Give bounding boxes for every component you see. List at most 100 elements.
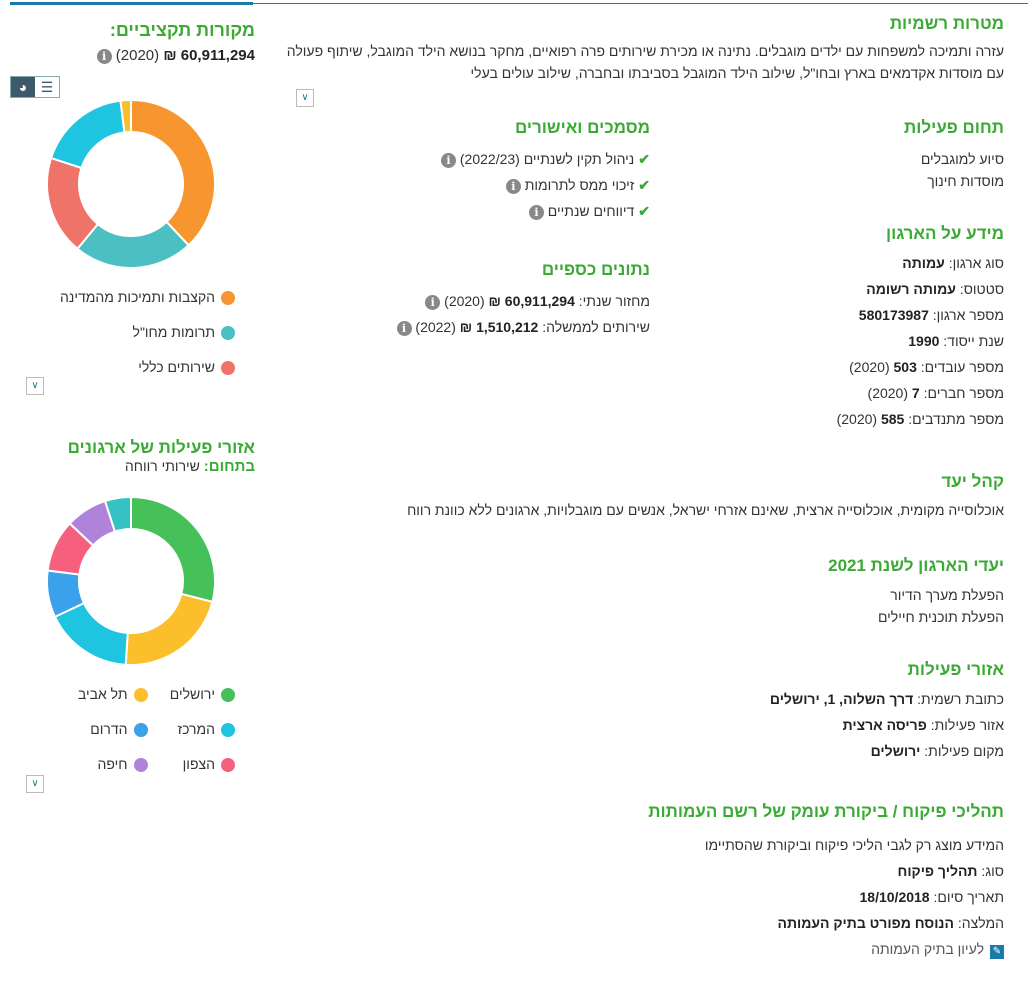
row-label: סוג: bbox=[981, 863, 1004, 879]
field-item: מוסדות חינוך bbox=[927, 173, 1004, 189]
regions-subtitle-value: שירותי רווחה bbox=[124, 458, 200, 474]
row-value: עמותה bbox=[902, 255, 945, 271]
row-label: מספר ארגון: bbox=[932, 307, 1004, 323]
finance-row: מחזור שנתי: 60,911,294 ₪ (2020) i bbox=[350, 288, 650, 314]
row-value: תהליך פיקוח bbox=[897, 863, 978, 879]
budget-amount: 60,911,294 ₪ bbox=[163, 47, 255, 64]
info-row: כתובת רשמית: דרך השלוה, 1, ירושלים bbox=[604, 686, 1004, 712]
legend-item[interactable]: המרכז bbox=[148, 712, 235, 747]
info-icon[interactable]: i bbox=[528, 204, 544, 220]
audience-section: קהל יעד אוכלוסייה מקומית, אוכלוסייה ארצי… bbox=[284, 472, 1004, 518]
goals-title: מטרות רשמיות bbox=[889, 14, 1004, 33]
row-label: המלצה: bbox=[957, 915, 1004, 931]
legend-item[interactable]: הקצבות ותמיכות מהמדינה bbox=[20, 280, 235, 315]
field-item: סיוע למוגבלים bbox=[920, 151, 1004, 167]
expand-chevron-icon[interactable]: ∨ bbox=[26, 775, 44, 793]
expand-chevron-icon[interactable]: ∨ bbox=[26, 377, 44, 395]
legend-item[interactable]: שירותים כללי bbox=[20, 350, 235, 385]
legend-dot-icon bbox=[221, 723, 235, 738]
info-row: מספר ארגון: 580173987 bbox=[704, 302, 1004, 328]
row-label: שנת ייסוד: bbox=[943, 333, 1004, 349]
info-icon[interactable]: i bbox=[440, 152, 456, 168]
legend-label: שירותים כללי bbox=[138, 359, 215, 375]
legend-dot-icon bbox=[133, 688, 148, 703]
doc-item[interactable]: ✔דיווחים שנתיים i bbox=[350, 198, 650, 224]
legend-label: ירושלים bbox=[169, 686, 215, 702]
info-icon[interactable]: i bbox=[505, 178, 521, 194]
row-label: כתובת רשמית: bbox=[917, 691, 1004, 707]
doc-item[interactable]: ✔ניהול תקין לשנתיים (2022/23) i bbox=[350, 146, 650, 172]
donut-slice[interactable] bbox=[49, 99, 126, 170]
info-icon[interactable]: i bbox=[425, 294, 441, 310]
finance-section: נתונים כספיים מחזור שנתי: 60,911,294 ₪ (… bbox=[350, 260, 650, 340]
regions-subtitle-label: בתחום: bbox=[203, 458, 255, 475]
legend-label: המרכז bbox=[177, 721, 215, 737]
goals-text: עזרה ותמיכה למשפחות עם ילדים מוגבלים. נת… bbox=[286, 43, 1004, 81]
row-label: מספר חברים: bbox=[923, 385, 1004, 401]
info-icon[interactable]: i bbox=[96, 48, 112, 64]
row-label: אזור פעילות: bbox=[930, 717, 1004, 733]
info-row: סטטוס: עמותה רשומה bbox=[704, 276, 1004, 302]
budget-legend: הקצבות ותמיכות מהמדינה תרומות מחו"ל שירותי… bbox=[20, 280, 235, 385]
expand-goals-chevron-icon[interactable]: ∨ bbox=[296, 89, 314, 107]
legend-item[interactable]: חיפה bbox=[60, 747, 148, 782]
row-year: (2020) bbox=[836, 411, 878, 427]
donut-slice[interactable] bbox=[130, 495, 216, 604]
row-value: 585 bbox=[880, 411, 905, 427]
audience-title: קהל יעד bbox=[941, 472, 1004, 491]
legend-label: חיפה bbox=[97, 756, 128, 772]
table-view-icon[interactable]: ☰ bbox=[40, 79, 54, 95]
donut-slice[interactable] bbox=[124, 592, 214, 666]
legend-item[interactable]: ירושלים bbox=[148, 677, 235, 712]
row-value: 18/10/2018 bbox=[859, 889, 930, 905]
row-label: סוג ארגון: bbox=[948, 255, 1004, 271]
audience-text: אוכלוסייה מקומית, אוכלוסייה ארצית, שאינם… bbox=[407, 502, 1004, 518]
row-label: מספר עובדים: bbox=[920, 359, 1004, 375]
info-row: מספר עובדים: 503 (2020) bbox=[704, 354, 1004, 380]
target-item: הפעלת מערך הדיור bbox=[890, 587, 1004, 603]
row-value: ירושלים bbox=[870, 743, 921, 759]
budget-title: מקורות תקציביים: bbox=[109, 20, 255, 40]
legend-item[interactable]: הדרום bbox=[60, 712, 148, 747]
audit-note: המידע מוצג רק לגבי הליכי פיקוח וביקורת ש… bbox=[704, 837, 1004, 853]
org-title: מידע על הארגון bbox=[886, 224, 1004, 243]
docs-title: מסמכים ואישורים bbox=[514, 118, 650, 137]
donut-slice[interactable] bbox=[130, 98, 216, 247]
row-label: תאריך סיום: bbox=[933, 889, 1004, 905]
info-row: מספר חברים: 7 (2020) bbox=[704, 380, 1004, 406]
budget-donut bbox=[46, 98, 216, 269]
regions-title: אזורי פעילות של ארגונים bbox=[67, 438, 255, 457]
legend-label: תרומות מחו"ל bbox=[132, 324, 215, 340]
legend-item[interactable]: תל אביב bbox=[60, 677, 148, 712]
legend-dot-icon bbox=[221, 326, 235, 341]
goals-section: מטרות רשמיות עזרה ותמיכה למשפחות עם ילדי… bbox=[284, 14, 1004, 84]
row-value: דרך השלוה, 1, ירושלים bbox=[769, 691, 914, 707]
donut-view-icon[interactable]: ◕ bbox=[11, 77, 35, 97]
audit-link[interactable]: ✎לעיון בתיק העמותה bbox=[504, 936, 1004, 962]
legend-dot-icon bbox=[221, 361, 235, 376]
row-value: 7 bbox=[911, 385, 920, 401]
audit-title: תהליכי פיקוח / ביקורת עומק של רשם העמותו… bbox=[648, 802, 1004, 821]
legend-item[interactable]: הצפון bbox=[148, 747, 235, 782]
regions-panel: אזורי פעילות של ארגונים בתחום: שירותי רו… bbox=[20, 438, 255, 475]
row-value: פריסה ארצית bbox=[842, 717, 927, 733]
donut-slice[interactable] bbox=[103, 495, 132, 533]
view-toggle: ◕ ☰ bbox=[10, 76, 60, 98]
info-icon[interactable]: i bbox=[396, 320, 412, 336]
edit-icon: ✎ bbox=[990, 945, 1004, 959]
regions-legend: ירושלים תל אביב המרכז הדרום הצפון חיפה bbox=[60, 677, 235, 782]
donut-slice[interactable] bbox=[119, 98, 132, 134]
row-year: (2020) bbox=[867, 385, 909, 401]
row-year: (2020) bbox=[849, 359, 890, 375]
legend-item[interactable]: תרומות מחו"ל bbox=[20, 315, 235, 350]
field-title: תחום פעילות bbox=[904, 118, 1004, 137]
info-row: מספר מתנדבים: 585 (2020) bbox=[704, 406, 1004, 432]
legend-dot-icon bbox=[133, 723, 148, 738]
finance-row: שירותים לממשלה: 1,510,212 ₪ (2022) i bbox=[350, 314, 650, 340]
row-label: מקום פעילות: bbox=[924, 743, 1004, 759]
legend-dot-icon bbox=[221, 688, 235, 703]
audit-section: תהליכי פיקוח / ביקורת עומק של רשם העמותו… bbox=[504, 802, 1004, 962]
legend-dot-icon bbox=[221, 291, 235, 306]
doc-item[interactable]: ✔זיכוי ממס לתרומות i bbox=[350, 172, 650, 198]
targets-section: יעדי הארגון לשנת 2021 הפעלת מערך הדיור הפ… bbox=[604, 556, 1004, 628]
